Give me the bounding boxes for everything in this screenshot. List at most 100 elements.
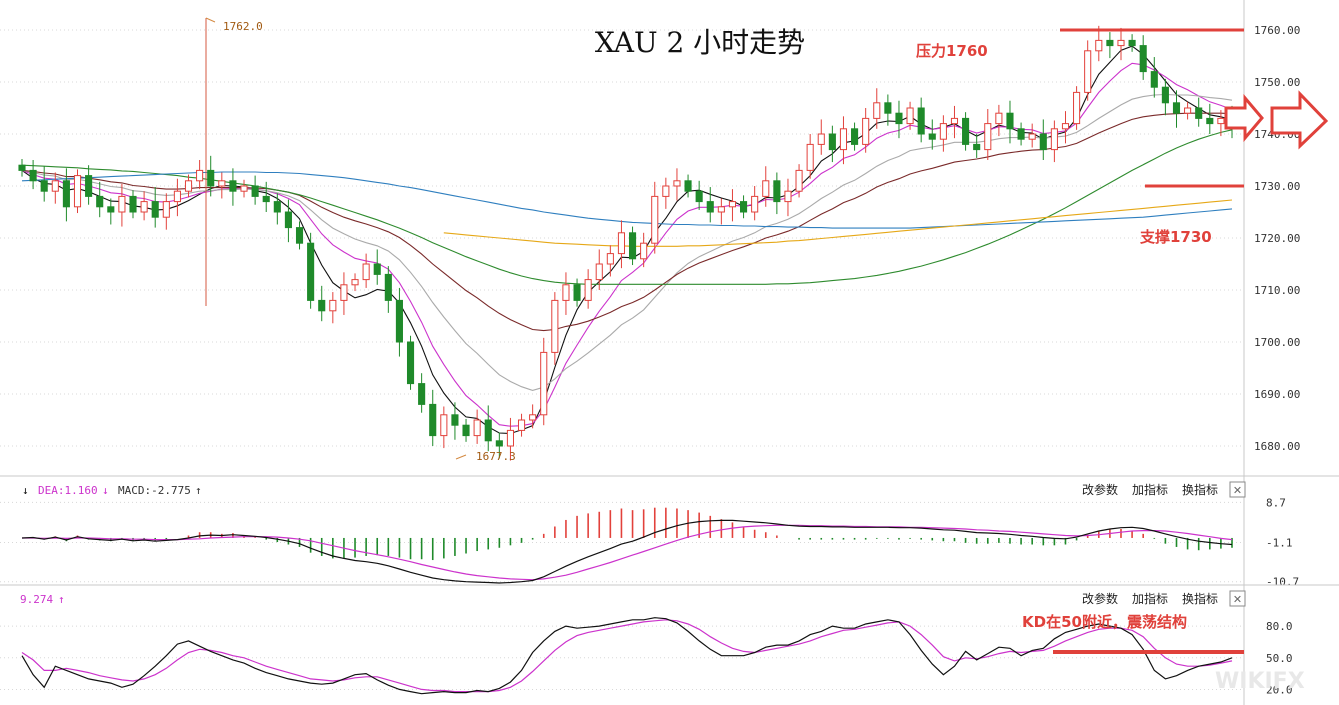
switch-indicator-button[interactable]: 换指标 xyxy=(1182,591,1218,606)
candle-body xyxy=(473,419,481,437)
candle-body xyxy=(540,351,548,416)
candle-body xyxy=(529,414,537,421)
macd-tick-labels: 8.7 -1.1 -10.7 xyxy=(1266,496,1299,588)
candle-body xyxy=(606,253,614,265)
kd-lines xyxy=(21,617,1233,695)
switch-indicator-button[interactable]: 换指标 xyxy=(1182,482,1218,497)
candle-body xyxy=(229,180,237,192)
add-indicator-button[interactable]: 加指标 xyxy=(1132,482,1168,497)
right-arrow-icon xyxy=(1270,90,1329,150)
close-panel-button[interactable] xyxy=(1229,590,1246,607)
kd-tick-label: 80.0 xyxy=(1266,620,1293,633)
candle-body xyxy=(373,263,381,275)
candle-body xyxy=(118,195,126,213)
arrow-down-icon: ↓ xyxy=(102,484,109,497)
candle-body xyxy=(395,299,403,343)
k-line xyxy=(21,617,1233,695)
candle-body xyxy=(151,201,159,218)
kd-tick-label: 20.0 xyxy=(1266,683,1293,696)
candle-body xyxy=(218,180,226,187)
candle-body xyxy=(340,284,348,301)
candle-body xyxy=(795,169,803,192)
candle-body xyxy=(62,180,70,208)
candle-body xyxy=(651,195,659,244)
candle-body xyxy=(917,107,925,135)
candle-body xyxy=(884,102,892,114)
candle-body xyxy=(640,242,648,260)
candle-body xyxy=(662,185,670,197)
price-tick-label: 1720.00 xyxy=(1254,232,1300,245)
candle-body xyxy=(29,169,37,182)
candle-body xyxy=(862,117,870,145)
arrow-down-icon[interactable]: ↓ xyxy=(22,484,29,497)
candle-body xyxy=(506,429,514,447)
candle-body xyxy=(384,273,392,301)
macd-tick-label: -10.7 xyxy=(1266,576,1299,589)
candle-body xyxy=(806,143,814,171)
candle-body xyxy=(1017,128,1025,140)
kd-grid xyxy=(0,625,1244,690)
candle-body xyxy=(939,123,947,140)
candle-body xyxy=(351,279,359,286)
candle-body xyxy=(162,201,170,218)
kd-annotation: KD在50附近，震荡结构 xyxy=(1022,613,1187,631)
moving-average-line xyxy=(21,171,1233,229)
moving-average-line xyxy=(21,62,1233,427)
chart-title: XAU 2 小时走势 xyxy=(595,26,805,59)
moving-average-lines xyxy=(21,45,1233,435)
candle-body xyxy=(1161,86,1169,104)
candle-body xyxy=(928,133,936,140)
candle-body xyxy=(573,284,581,301)
candle-body xyxy=(429,403,437,437)
close-panel-button[interactable] xyxy=(1229,481,1246,498)
price-tick-label: 1690.00 xyxy=(1254,388,1300,401)
right-arrow-icon xyxy=(1224,93,1264,143)
kd-tick-labels: 80.0 50.0 20.0 xyxy=(1266,620,1293,696)
candle-body xyxy=(751,195,759,213)
candle-body xyxy=(973,143,981,151)
kd-legend: 9.274 xyxy=(20,593,53,606)
candle-body xyxy=(207,169,215,187)
edit-params-button[interactable]: 改参数 xyxy=(1082,482,1118,497)
candle-body xyxy=(740,201,748,213)
candle-body xyxy=(684,180,692,192)
candle-body xyxy=(495,440,503,447)
candle-body xyxy=(196,169,204,182)
macd-legend: MACD:-2.775 xyxy=(118,484,191,497)
candle-body xyxy=(1106,39,1114,47)
candle-body xyxy=(828,133,836,151)
moving-average-line xyxy=(443,199,1233,247)
candle-body xyxy=(1128,39,1136,47)
macd-tick-label: -1.1 xyxy=(1266,536,1293,549)
candle-body xyxy=(773,180,781,203)
add-indicator-button[interactable]: 加指标 xyxy=(1132,591,1168,606)
edit-params-button[interactable]: 改参数 xyxy=(1082,591,1118,606)
price-tick-label: 1750.00 xyxy=(1254,76,1300,89)
candle-body xyxy=(284,211,292,229)
candle-body xyxy=(584,279,592,301)
candle-body xyxy=(40,180,48,192)
moving-average-line xyxy=(21,93,1233,391)
candle-body xyxy=(484,419,492,442)
kd-panel: 80.0 50.0 20.0 9.274 ↑ 改参数 加指标 换指标 ✕ KD在50… xyxy=(0,584,1339,705)
candle-body xyxy=(995,112,1003,125)
candle-body xyxy=(51,180,59,192)
macd-panel: 8.7 -1.1 -10.7 ↓ DEA:1.160 ↓ MACD:-2.775 ↑… xyxy=(0,475,1339,589)
candle-body xyxy=(839,128,848,151)
candle-body xyxy=(318,299,326,312)
candle-body xyxy=(595,263,603,281)
candle-body xyxy=(173,190,181,203)
price-tick-label: 1730.00 xyxy=(1254,180,1300,193)
candle-body xyxy=(295,227,304,244)
candle-body xyxy=(329,299,337,312)
close-icon: ✕ xyxy=(1233,484,1242,497)
candle-body xyxy=(673,180,681,187)
candle-body xyxy=(262,195,270,203)
candle-body xyxy=(96,195,104,208)
kd-tick-label: 50.0 xyxy=(1266,652,1293,665)
high-marker-label: 1762.0 xyxy=(223,20,263,33)
candle-body xyxy=(895,112,903,125)
support-label: 支撑1730 xyxy=(1139,228,1212,246)
candle-body xyxy=(362,263,370,281)
price-tick-label: 1700.00 xyxy=(1254,336,1300,349)
